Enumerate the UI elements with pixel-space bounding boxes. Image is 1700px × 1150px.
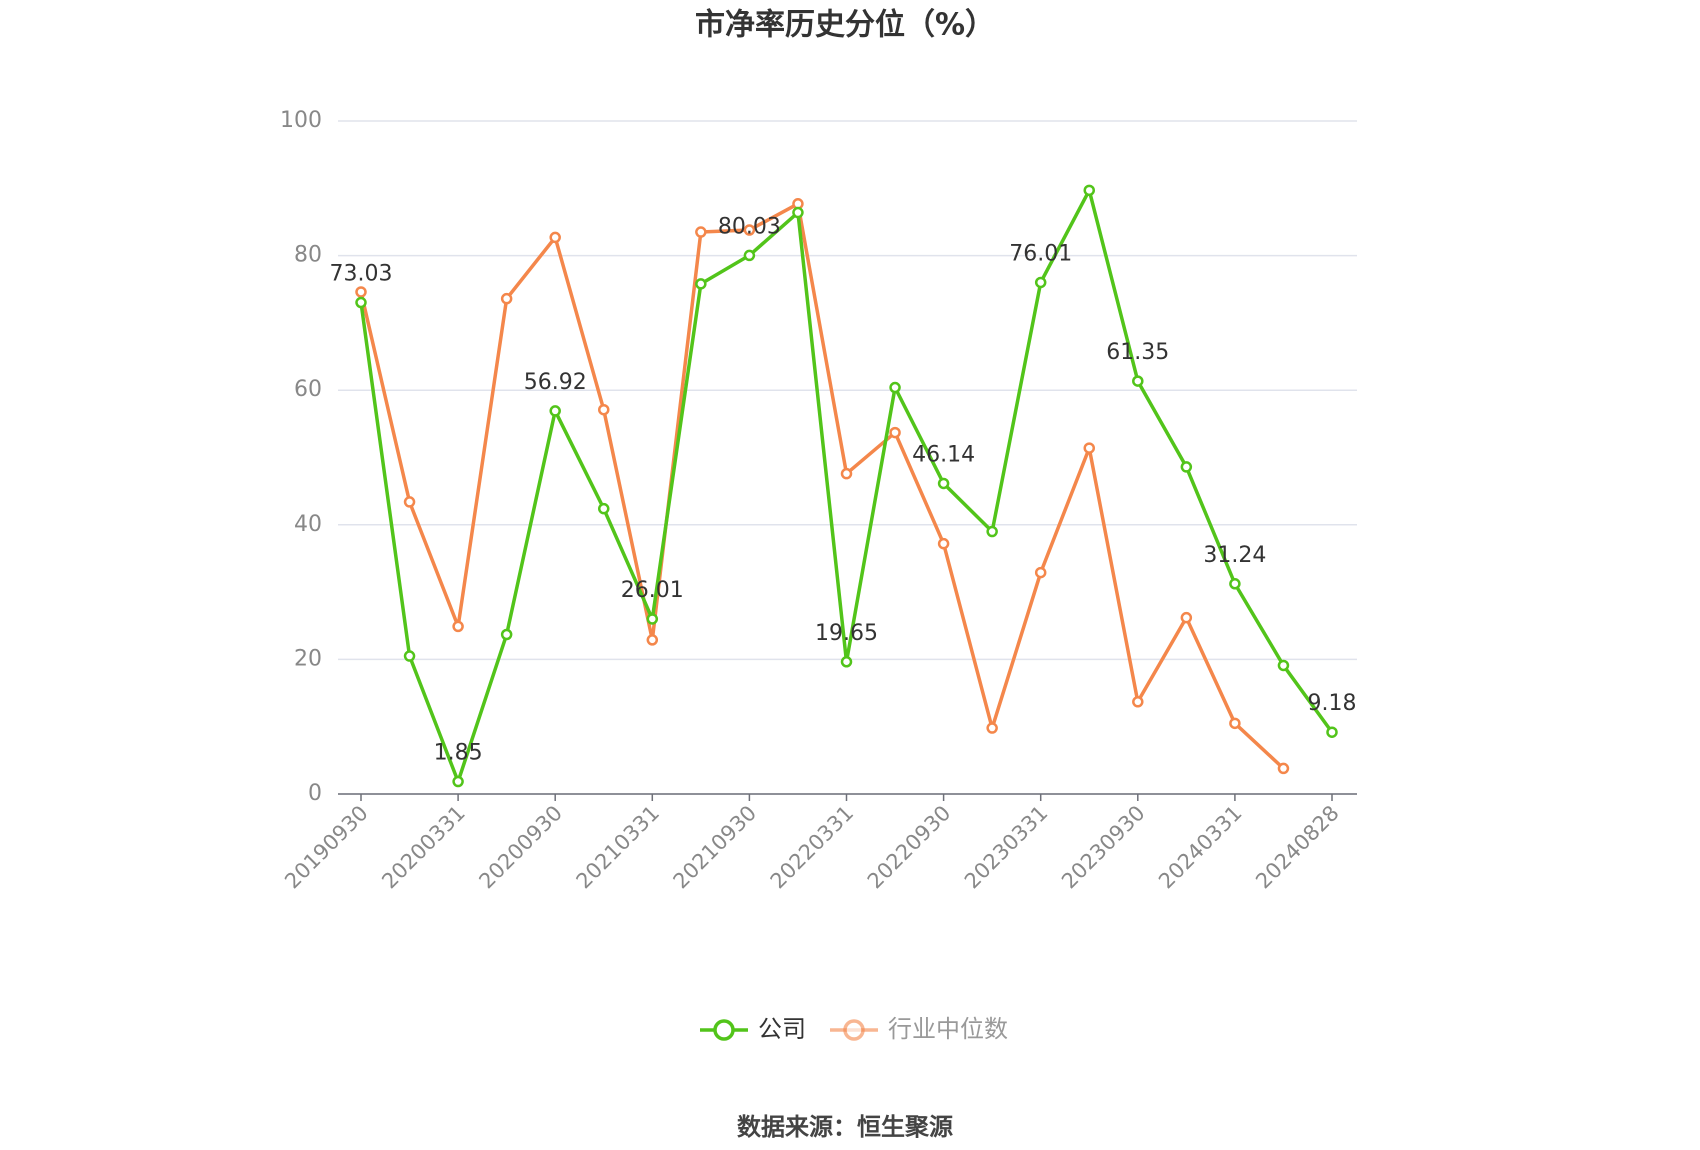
data-label: 31.24: [1203, 543, 1266, 568]
y-tick-label: 0: [308, 781, 322, 806]
point: [986, 722, 998, 734]
point: [500, 628, 513, 641]
point: [403, 496, 416, 508]
chart-title: 市净率历史分位（%）: [695, 8, 995, 43]
data-label: 1.85: [434, 741, 483, 766]
point: [986, 525, 998, 538]
point: [500, 292, 513, 305]
data-label: 80.03: [718, 214, 781, 239]
point: [1326, 726, 1338, 738]
x-tick-label: 20240828: [1251, 801, 1344, 894]
point: [695, 278, 707, 290]
point: [792, 206, 804, 219]
legend-item: 行业中位数: [830, 1015, 1008, 1043]
point: [1132, 696, 1144, 708]
data-label: 73.03: [330, 262, 393, 287]
legend-item: 公司: [700, 1015, 806, 1043]
point: [452, 620, 464, 633]
data-label: 19.65: [815, 621, 878, 646]
x-tick-label: 20200331: [377, 801, 470, 894]
point: [889, 426, 901, 439]
point: [1277, 762, 1290, 775]
point: [549, 405, 561, 417]
point: [937, 537, 950, 550]
data-label: 26.01: [621, 578, 684, 603]
point: [1229, 578, 1241, 590]
point: [549, 231, 561, 244]
point: [598, 502, 610, 515]
point: [355, 296, 367, 309]
point: [840, 467, 853, 480]
x-tick-label: 20220930: [863, 801, 956, 894]
y-tick-label: 80: [294, 243, 322, 268]
point: [598, 403, 610, 416]
data-label: 9.18: [1308, 691, 1357, 716]
point: [1277, 659, 1290, 672]
point: [1180, 611, 1193, 624]
point: [889, 381, 901, 394]
legend-label: 公司: [758, 1015, 806, 1043]
y-tick-label: 100: [280, 108, 322, 133]
x-tick-label: 20210331: [572, 801, 665, 894]
y-tick-label: 60: [294, 377, 322, 402]
x-tick-label: 20190930: [280, 801, 373, 894]
point: [646, 634, 659, 646]
point: [743, 249, 756, 262]
legend-marker: [843, 1019, 865, 1041]
x-tick-label: 20230930: [1057, 801, 1150, 894]
point: [1083, 442, 1095, 454]
x-tick-label: 20230331: [960, 801, 1053, 894]
x-tick-label: 20210930: [669, 801, 762, 894]
point: [937, 477, 950, 490]
data-label: 46.14: [912, 442, 975, 467]
data-label: 56.92: [524, 370, 587, 395]
point: [403, 650, 416, 662]
point: [1034, 276, 1047, 289]
point: [1034, 566, 1047, 579]
point: [1132, 375, 1144, 387]
x-tick-label: 20200930: [474, 801, 567, 894]
point: [1229, 717, 1241, 730]
point: [743, 224, 756, 236]
legend-label: 行业中位数: [888, 1015, 1008, 1043]
point: [1083, 184, 1095, 197]
data-label: 61.35: [1106, 340, 1169, 365]
point: [452, 775, 464, 788]
point: [646, 613, 659, 625]
y-tick-label: 40: [294, 512, 322, 537]
point: [840, 656, 853, 668]
legend-marker: [713, 1019, 735, 1041]
source: 数据来源：恒生聚源: [737, 1113, 953, 1141]
x-tick-label: 20220331: [766, 801, 859, 894]
y-tick-label: 20: [294, 646, 322, 671]
series-line: [359, 202, 1285, 770]
point: [695, 226, 707, 238]
series-line: [359, 188, 1334, 784]
point: [1180, 461, 1193, 473]
point: [355, 286, 367, 298]
data-label: 76.01: [1009, 241, 1072, 266]
x-tick-label: 20240331: [1154, 801, 1247, 894]
